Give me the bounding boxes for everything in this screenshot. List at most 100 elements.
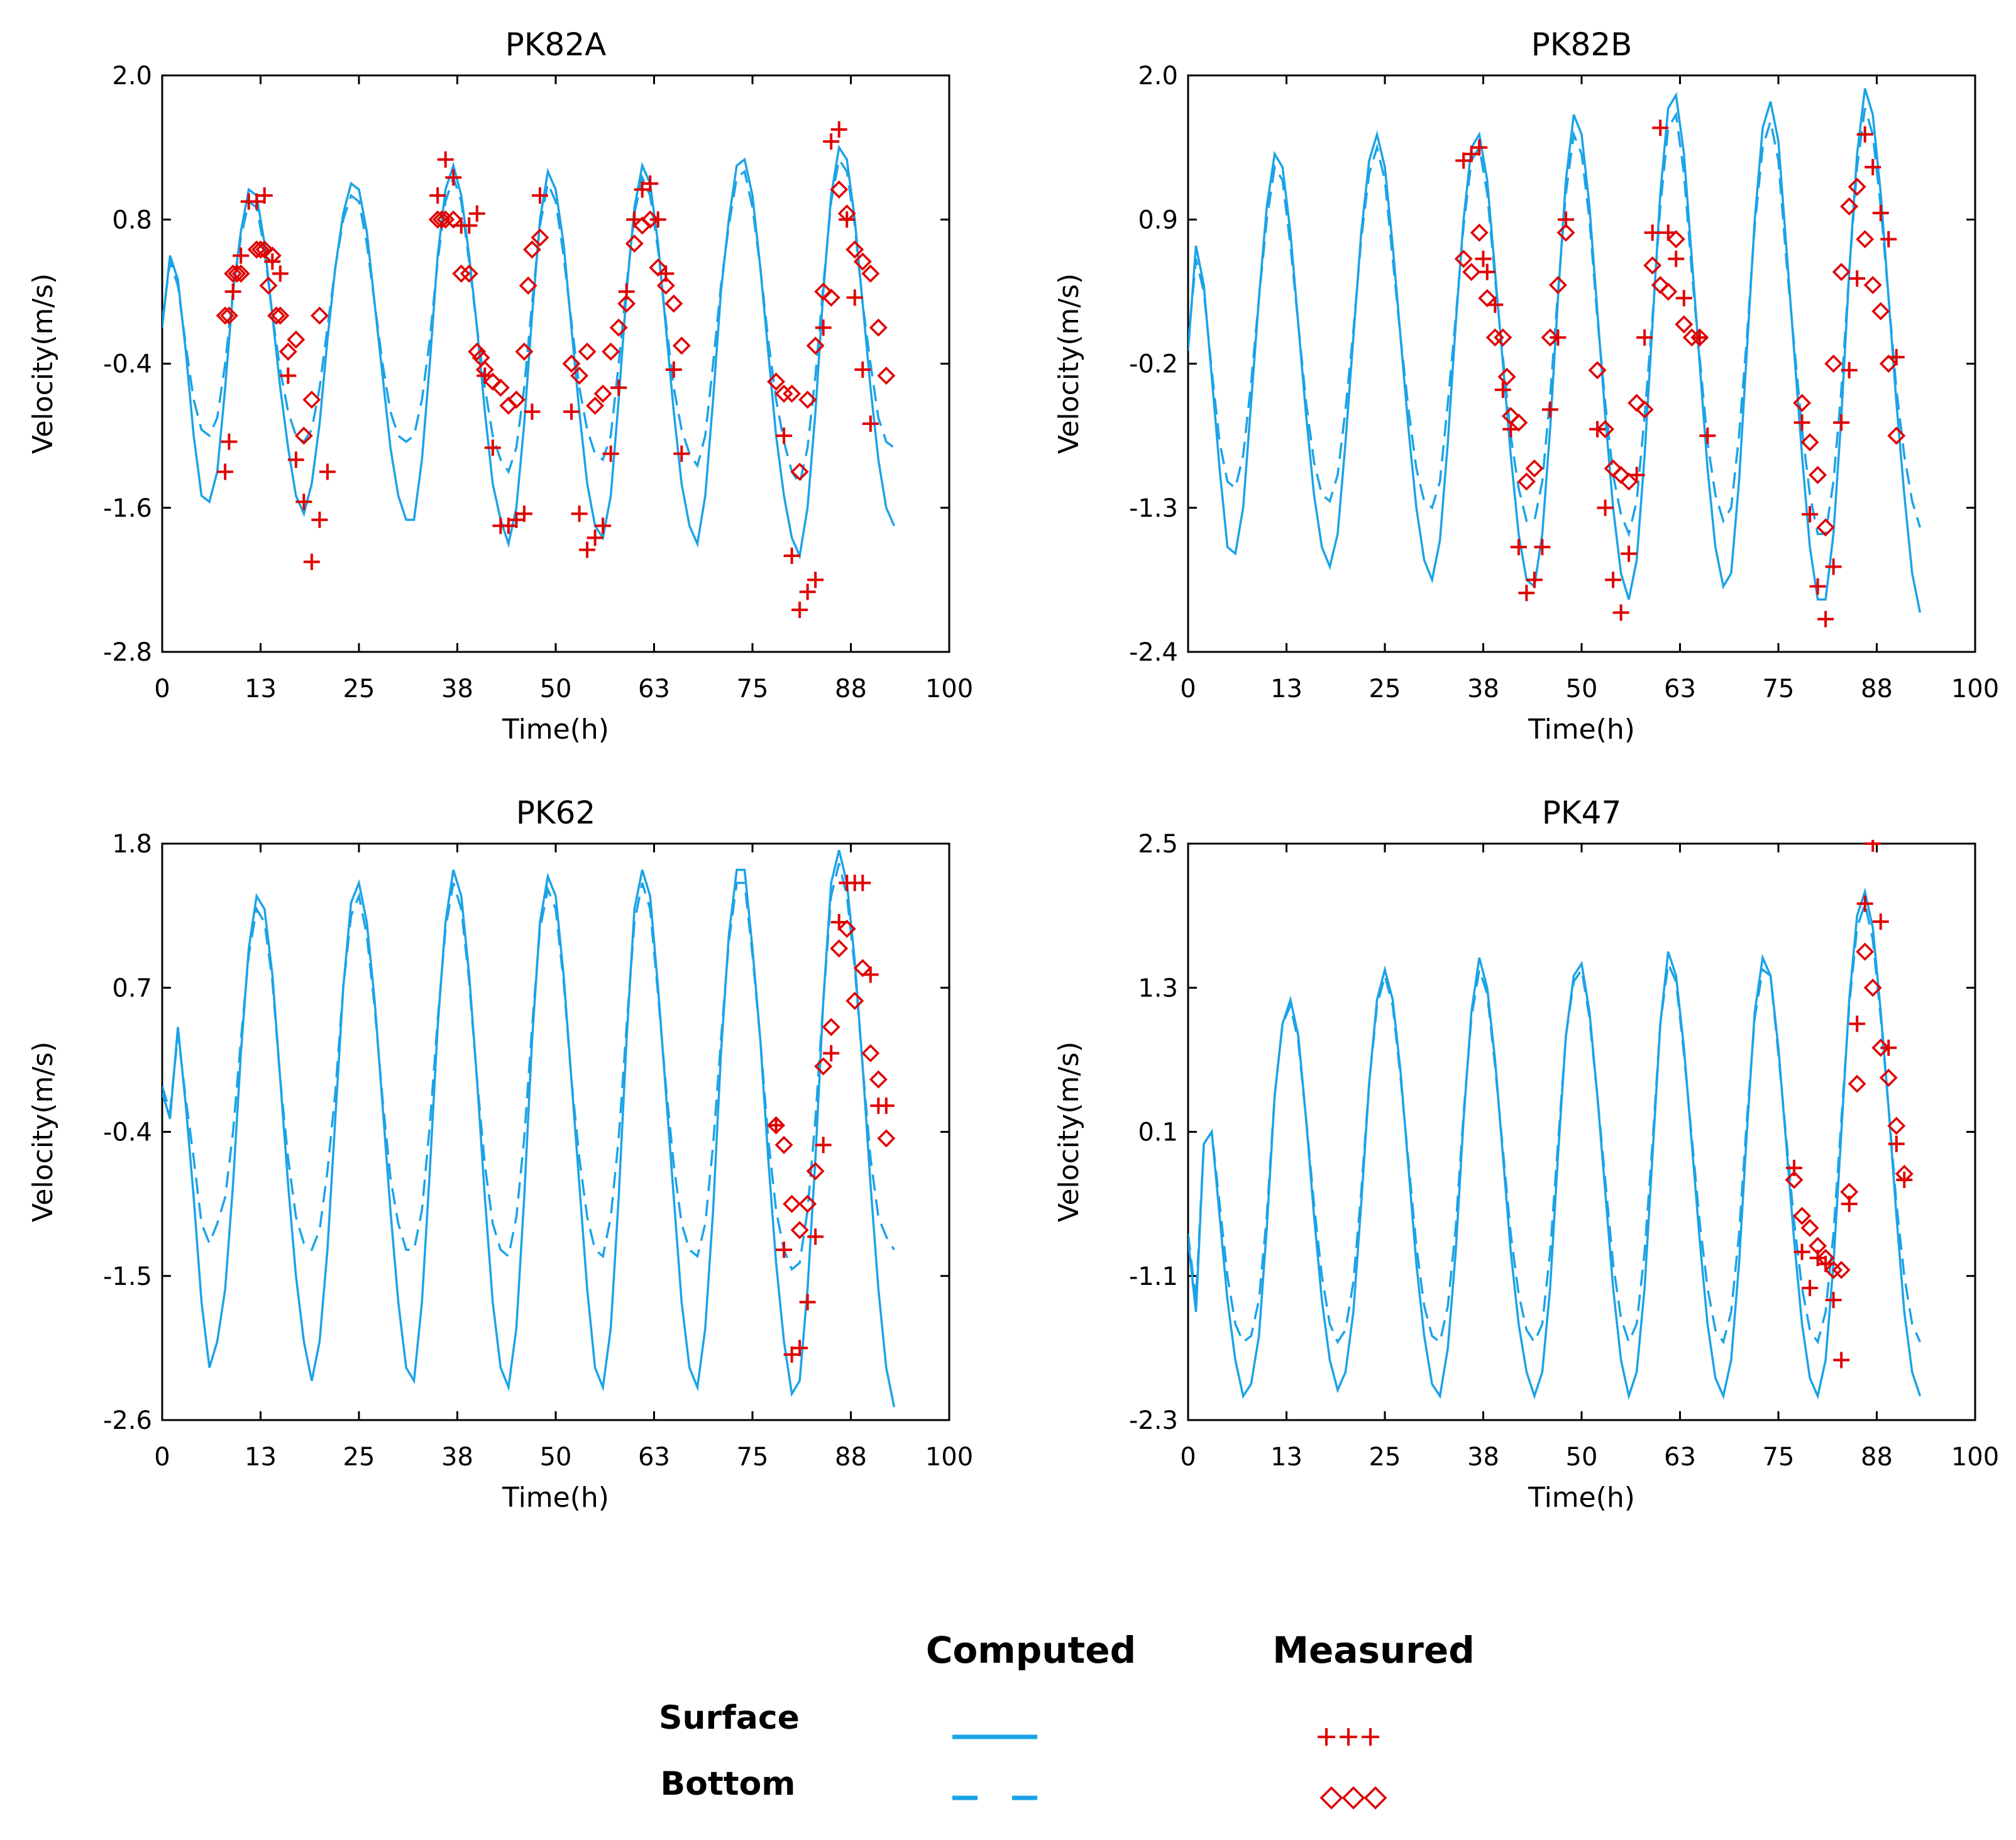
measured-surface-point <box>1605 571 1622 588</box>
measured-surface-point <box>602 445 619 462</box>
measured-surface-point <box>256 187 273 204</box>
measured-bottom-point <box>1659 282 1678 301</box>
y-axis-label: Velocity(m/s) <box>27 273 59 454</box>
computed-surface-line <box>1188 88 1922 613</box>
measured-bottom-point <box>1856 230 1875 248</box>
y-tick-label: -1.3 <box>1129 494 1178 523</box>
measured-bottom-point <box>877 1129 896 1148</box>
y-tick-label: -1.5 <box>103 1262 152 1291</box>
y-tick-label: 0.7 <box>112 974 152 1003</box>
measured-bottom-point <box>861 1044 880 1062</box>
measured-bottom-point <box>830 180 849 199</box>
measured-bottom-point <box>1793 394 1812 412</box>
measured-surface-point <box>1865 158 1881 175</box>
measured-bottom-point <box>806 1162 825 1181</box>
measured-surface-point <box>776 427 793 444</box>
measured-bottom-point <box>267 306 286 325</box>
measured-bottom-point <box>830 939 849 958</box>
legend-measured-surface-swatch <box>1340 1728 1357 1746</box>
measured-bottom-point <box>519 276 537 295</box>
x-tick-label: 13 <box>1270 1443 1303 1472</box>
measured-bottom-point <box>1879 1069 1898 1088</box>
chart-title: PK47 <box>1542 795 1622 831</box>
measured-surface-point <box>1475 250 1492 267</box>
measured-surface-point <box>1518 585 1535 602</box>
measured-surface-point <box>1825 558 1842 575</box>
measured-surface-point <box>807 571 824 588</box>
plot-data <box>162 121 896 619</box>
measured-bottom-point <box>1675 315 1694 334</box>
legend-measured-bottom-swatch <box>1341 1786 1365 1810</box>
x-tick-label: 25 <box>343 1443 375 1472</box>
measured-surface-point <box>1699 427 1716 444</box>
y-axis-label: Velocity(m/s) <box>27 1042 59 1223</box>
x-tick-label: 0 <box>154 675 170 703</box>
y-tick-label: 2.0 <box>1138 62 1178 91</box>
measured-surface-point <box>799 1294 816 1311</box>
measured-surface-point <box>1526 571 1543 588</box>
chart-title: PK62 <box>516 795 596 831</box>
measured-bottom-point <box>1863 978 1882 997</box>
measured-surface-point <box>1557 211 1574 228</box>
measured-bottom-point <box>853 959 872 978</box>
measured-bottom-point <box>814 1057 833 1076</box>
measured-surface-point <box>776 1242 793 1259</box>
measured-bottom-point <box>1793 1206 1812 1225</box>
measured-bottom-point <box>578 342 597 361</box>
measured-bottom-point <box>302 390 321 409</box>
measured-bottom-point <box>247 240 266 259</box>
measured-surface-point <box>1636 329 1653 346</box>
measured-bottom-point <box>1596 420 1615 439</box>
x-tick-label: 38 <box>1467 675 1499 703</box>
measured-surface-point <box>673 445 690 462</box>
measured-surface-point <box>610 379 627 396</box>
measured-bottom-point <box>822 288 840 307</box>
x-tick-label: 0 <box>1180 1443 1196 1472</box>
measured-surface-point <box>437 151 454 168</box>
measured-surface-point <box>1487 296 1504 313</box>
measured-bottom-point <box>522 240 541 259</box>
x-tick-label: 25 <box>343 675 375 703</box>
measured-surface-point <box>429 187 446 204</box>
measured-surface-point <box>1841 361 1858 378</box>
x-tick-label: 50 <box>540 675 572 703</box>
measured-bottom-point <box>1871 1038 1890 1057</box>
measured-bottom-point <box>531 228 549 247</box>
measured-surface-point <box>768 1117 785 1134</box>
measured-bottom-point <box>1856 942 1875 961</box>
measured-surface-point <box>1541 401 1558 418</box>
x-tick-label: 38 <box>441 1443 473 1472</box>
x-tick-label: 63 <box>1664 675 1696 703</box>
measured-surface-point <box>1494 382 1511 399</box>
measured-surface-point <box>799 583 816 600</box>
measured-bottom-point <box>1588 361 1607 380</box>
measured-bottom-point <box>1832 1260 1851 1279</box>
measured-bottom-point <box>251 240 270 259</box>
x-tick-label: 75 <box>1763 675 1795 703</box>
y-tick-label: -2.8 <box>103 638 152 667</box>
measured-bottom-point <box>1619 472 1638 491</box>
measured-surface-point <box>1825 1291 1842 1308</box>
measured-bottom-point <box>790 462 809 481</box>
measured-surface-point <box>846 289 863 306</box>
measured-surface-point <box>807 1228 824 1245</box>
measured-bottom-point <box>294 426 313 445</box>
measured-surface-point <box>1479 263 1495 280</box>
y-tick-label: -2.3 <box>1129 1406 1178 1435</box>
measured-bottom-point <box>656 276 675 295</box>
measured-surface-point <box>1589 421 1606 438</box>
x-tick-label: 38 <box>1467 1443 1499 1472</box>
measured-surface-point <box>642 175 659 192</box>
measured-bottom-point <box>1612 466 1631 485</box>
chart-title: PK82B <box>1531 26 1633 63</box>
measured-bottom-point <box>1509 413 1528 432</box>
measured-bottom-point <box>664 294 683 313</box>
measured-bottom-point <box>1470 223 1489 242</box>
measured-bottom-point <box>861 264 880 283</box>
measured-surface-point <box>862 966 879 983</box>
x-tick-label: 50 <box>1566 675 1598 703</box>
measured-bottom-point <box>216 306 234 325</box>
measured-surface-point <box>1510 539 1527 556</box>
computed-surface-line <box>162 849 896 1408</box>
measured-bottom-point <box>1454 250 1473 268</box>
